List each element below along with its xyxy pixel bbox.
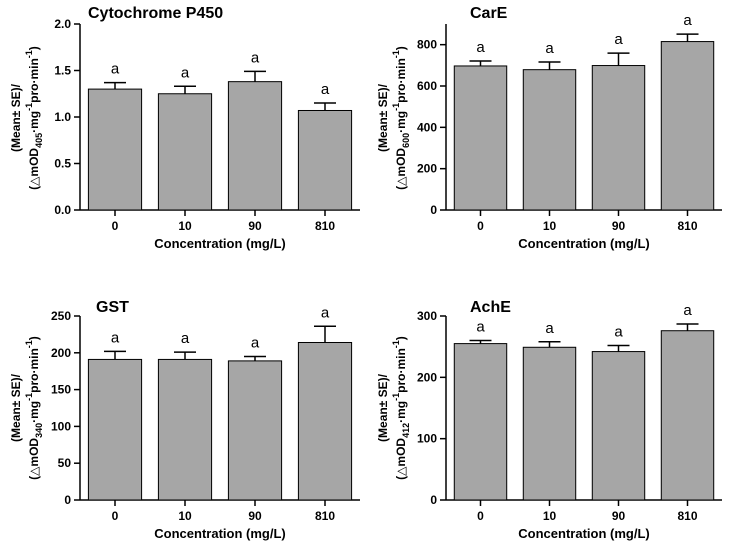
y-axis-label-line2: (△mOD600·mg-1pro·min-1)	[391, 46, 411, 190]
y-tick-label: 300	[417, 309, 437, 323]
x-tick-label: 0	[112, 219, 119, 233]
y-tick-label: 250	[51, 309, 71, 323]
x-axis-label: Concentration (mg/L)	[518, 236, 649, 251]
x-tick-label: 10	[178, 509, 192, 523]
y-tick-label: 100	[417, 432, 437, 446]
chart-panel-cytochrome-p450: 0.0 0.5 1.0 1.5 2.0 a 0 a 10 a 90 a 810 Cytochrome P4…	[9, 5, 360, 251]
significance-label: a	[251, 334, 260, 351]
chart-panel-care: 0 200 400 600 800 a 0 a 10 a 90 a 810 CarE Concentrati…	[376, 5, 722, 251]
y-axis-label-line1: (Mean± SE)/	[376, 83, 390, 152]
y-tick-label: 0.0	[54, 203, 71, 217]
y-axis-label-line2: (△mOD340·mg-1pro·min-1)	[24, 336, 44, 480]
y-tick-label: 600	[417, 79, 437, 93]
y-tick-label: 50	[58, 456, 72, 470]
y-tick-label: 800	[417, 38, 437, 52]
chart-panel-ache: 0 100 200 300 a 0 a 10 a 90 a 810 AchE Concentration …	[376, 299, 722, 541]
x-tick-label: 10	[178, 219, 192, 233]
significance-label: a	[321, 304, 330, 321]
significance-label: a	[251, 49, 260, 66]
bar	[227, 360, 283, 501]
x-axis-label: Concentration (mg/L)	[154, 526, 285, 541]
significance-label: a	[545, 40, 554, 57]
y-tick-label: 0	[430, 203, 437, 217]
bar	[297, 109, 353, 211]
x-tick-label: 0	[477, 509, 484, 523]
significance-label: a	[614, 31, 623, 48]
y-tick-label: 400	[417, 120, 437, 134]
x-tick-label: 810	[315, 219, 335, 233]
chart-title: AchE	[470, 299, 511, 316]
bar	[297, 341, 353, 501]
chart-panel-gst: 0 50 100 150 200 250 a 0 a 10 a 90 a 810 GST Concentrat…	[9, 299, 360, 541]
chart-title: GST	[96, 299, 129, 316]
bar	[660, 330, 715, 501]
chart-title: Cytochrome P450	[88, 5, 223, 22]
significance-label: a	[683, 12, 692, 29]
y-tick-label: 1.5	[54, 64, 71, 78]
significance-label: a	[545, 320, 554, 337]
x-tick-label: 10	[543, 509, 557, 523]
bar	[87, 88, 143, 211]
bar	[591, 65, 646, 211]
bar	[157, 358, 213, 501]
y-tick-label: 200	[417, 370, 437, 384]
y-tick-label: 0	[64, 493, 71, 507]
bar	[453, 343, 508, 501]
bar	[660, 41, 715, 211]
significance-label: a	[614, 323, 623, 340]
bar	[87, 358, 143, 501]
significance-label: a	[476, 319, 485, 336]
y-tick-label: 200	[51, 346, 71, 360]
bar	[522, 346, 577, 501]
x-tick-label: 0	[477, 219, 484, 233]
y-axis-label-line1: (Mean± SE)/	[9, 373, 23, 442]
x-tick-label: 810	[677, 219, 697, 233]
x-axis-label: Concentration (mg/L)	[518, 526, 649, 541]
x-tick-label: 90	[612, 219, 626, 233]
significance-label: a	[111, 329, 120, 346]
bar	[522, 69, 577, 211]
x-tick-label: 90	[612, 509, 626, 523]
y-tick-label: 1.0	[54, 110, 71, 124]
x-tick-label: 810	[677, 509, 697, 523]
y-tick-label: 0.5	[54, 157, 71, 171]
significance-label: a	[111, 61, 120, 78]
significance-label: a	[683, 302, 692, 319]
significance-label: a	[181, 330, 190, 347]
x-tick-label: 810	[315, 509, 335, 523]
significance-label: a	[476, 39, 485, 56]
x-tick-label: 90	[248, 509, 262, 523]
x-tick-label: 0	[112, 509, 119, 523]
y-tick-label: 200	[417, 162, 437, 176]
bar	[227, 81, 283, 211]
y-tick-label: 150	[51, 383, 71, 397]
x-tick-label: 90	[248, 219, 262, 233]
bar	[157, 93, 213, 211]
chart-title: CarE	[470, 5, 508, 22]
x-tick-label: 10	[543, 219, 557, 233]
significance-label: a	[181, 64, 190, 81]
y-axis-label-line2: (△mOD405·mg-1pro·min-1)	[24, 46, 44, 190]
y-tick-label: 0	[430, 493, 437, 507]
bar	[591, 351, 646, 501]
y-tick-label: 2.0	[54, 17, 71, 31]
y-axis-label-line1: (Mean± SE)/	[9, 83, 23, 152]
bar	[453, 65, 508, 211]
x-axis-label: Concentration (mg/L)	[154, 236, 285, 251]
y-axis-label-line2: (△mOD412·mg-1pro·min-1)	[391, 336, 411, 480]
significance-label: a	[321, 81, 330, 98]
y-tick-label: 100	[51, 419, 71, 433]
y-axis-label-line1: (Mean± SE)/	[376, 373, 390, 442]
